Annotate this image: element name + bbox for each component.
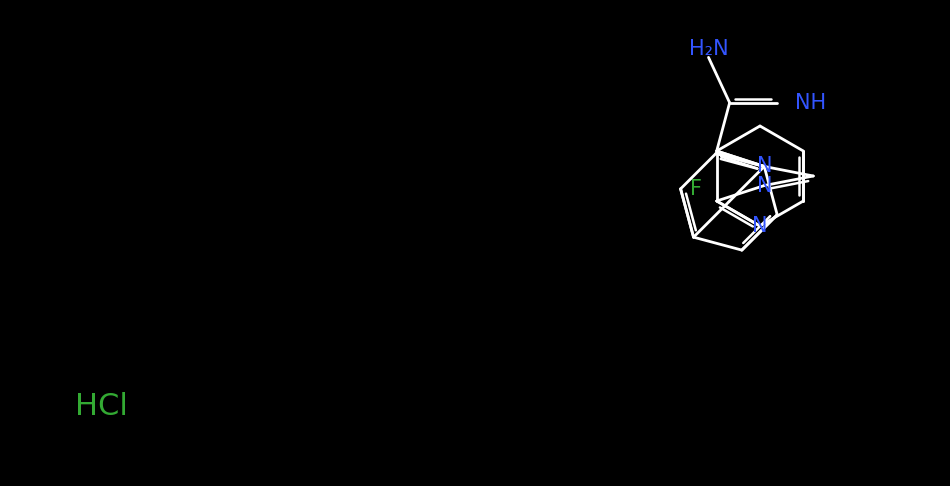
- Text: N: N: [752, 216, 768, 236]
- Text: HCl: HCl: [75, 392, 128, 420]
- Text: H₂N: H₂N: [689, 39, 729, 59]
- Text: F: F: [690, 179, 702, 199]
- Text: N: N: [756, 156, 772, 176]
- Text: NH: NH: [795, 93, 826, 113]
- Text: N: N: [756, 175, 772, 195]
